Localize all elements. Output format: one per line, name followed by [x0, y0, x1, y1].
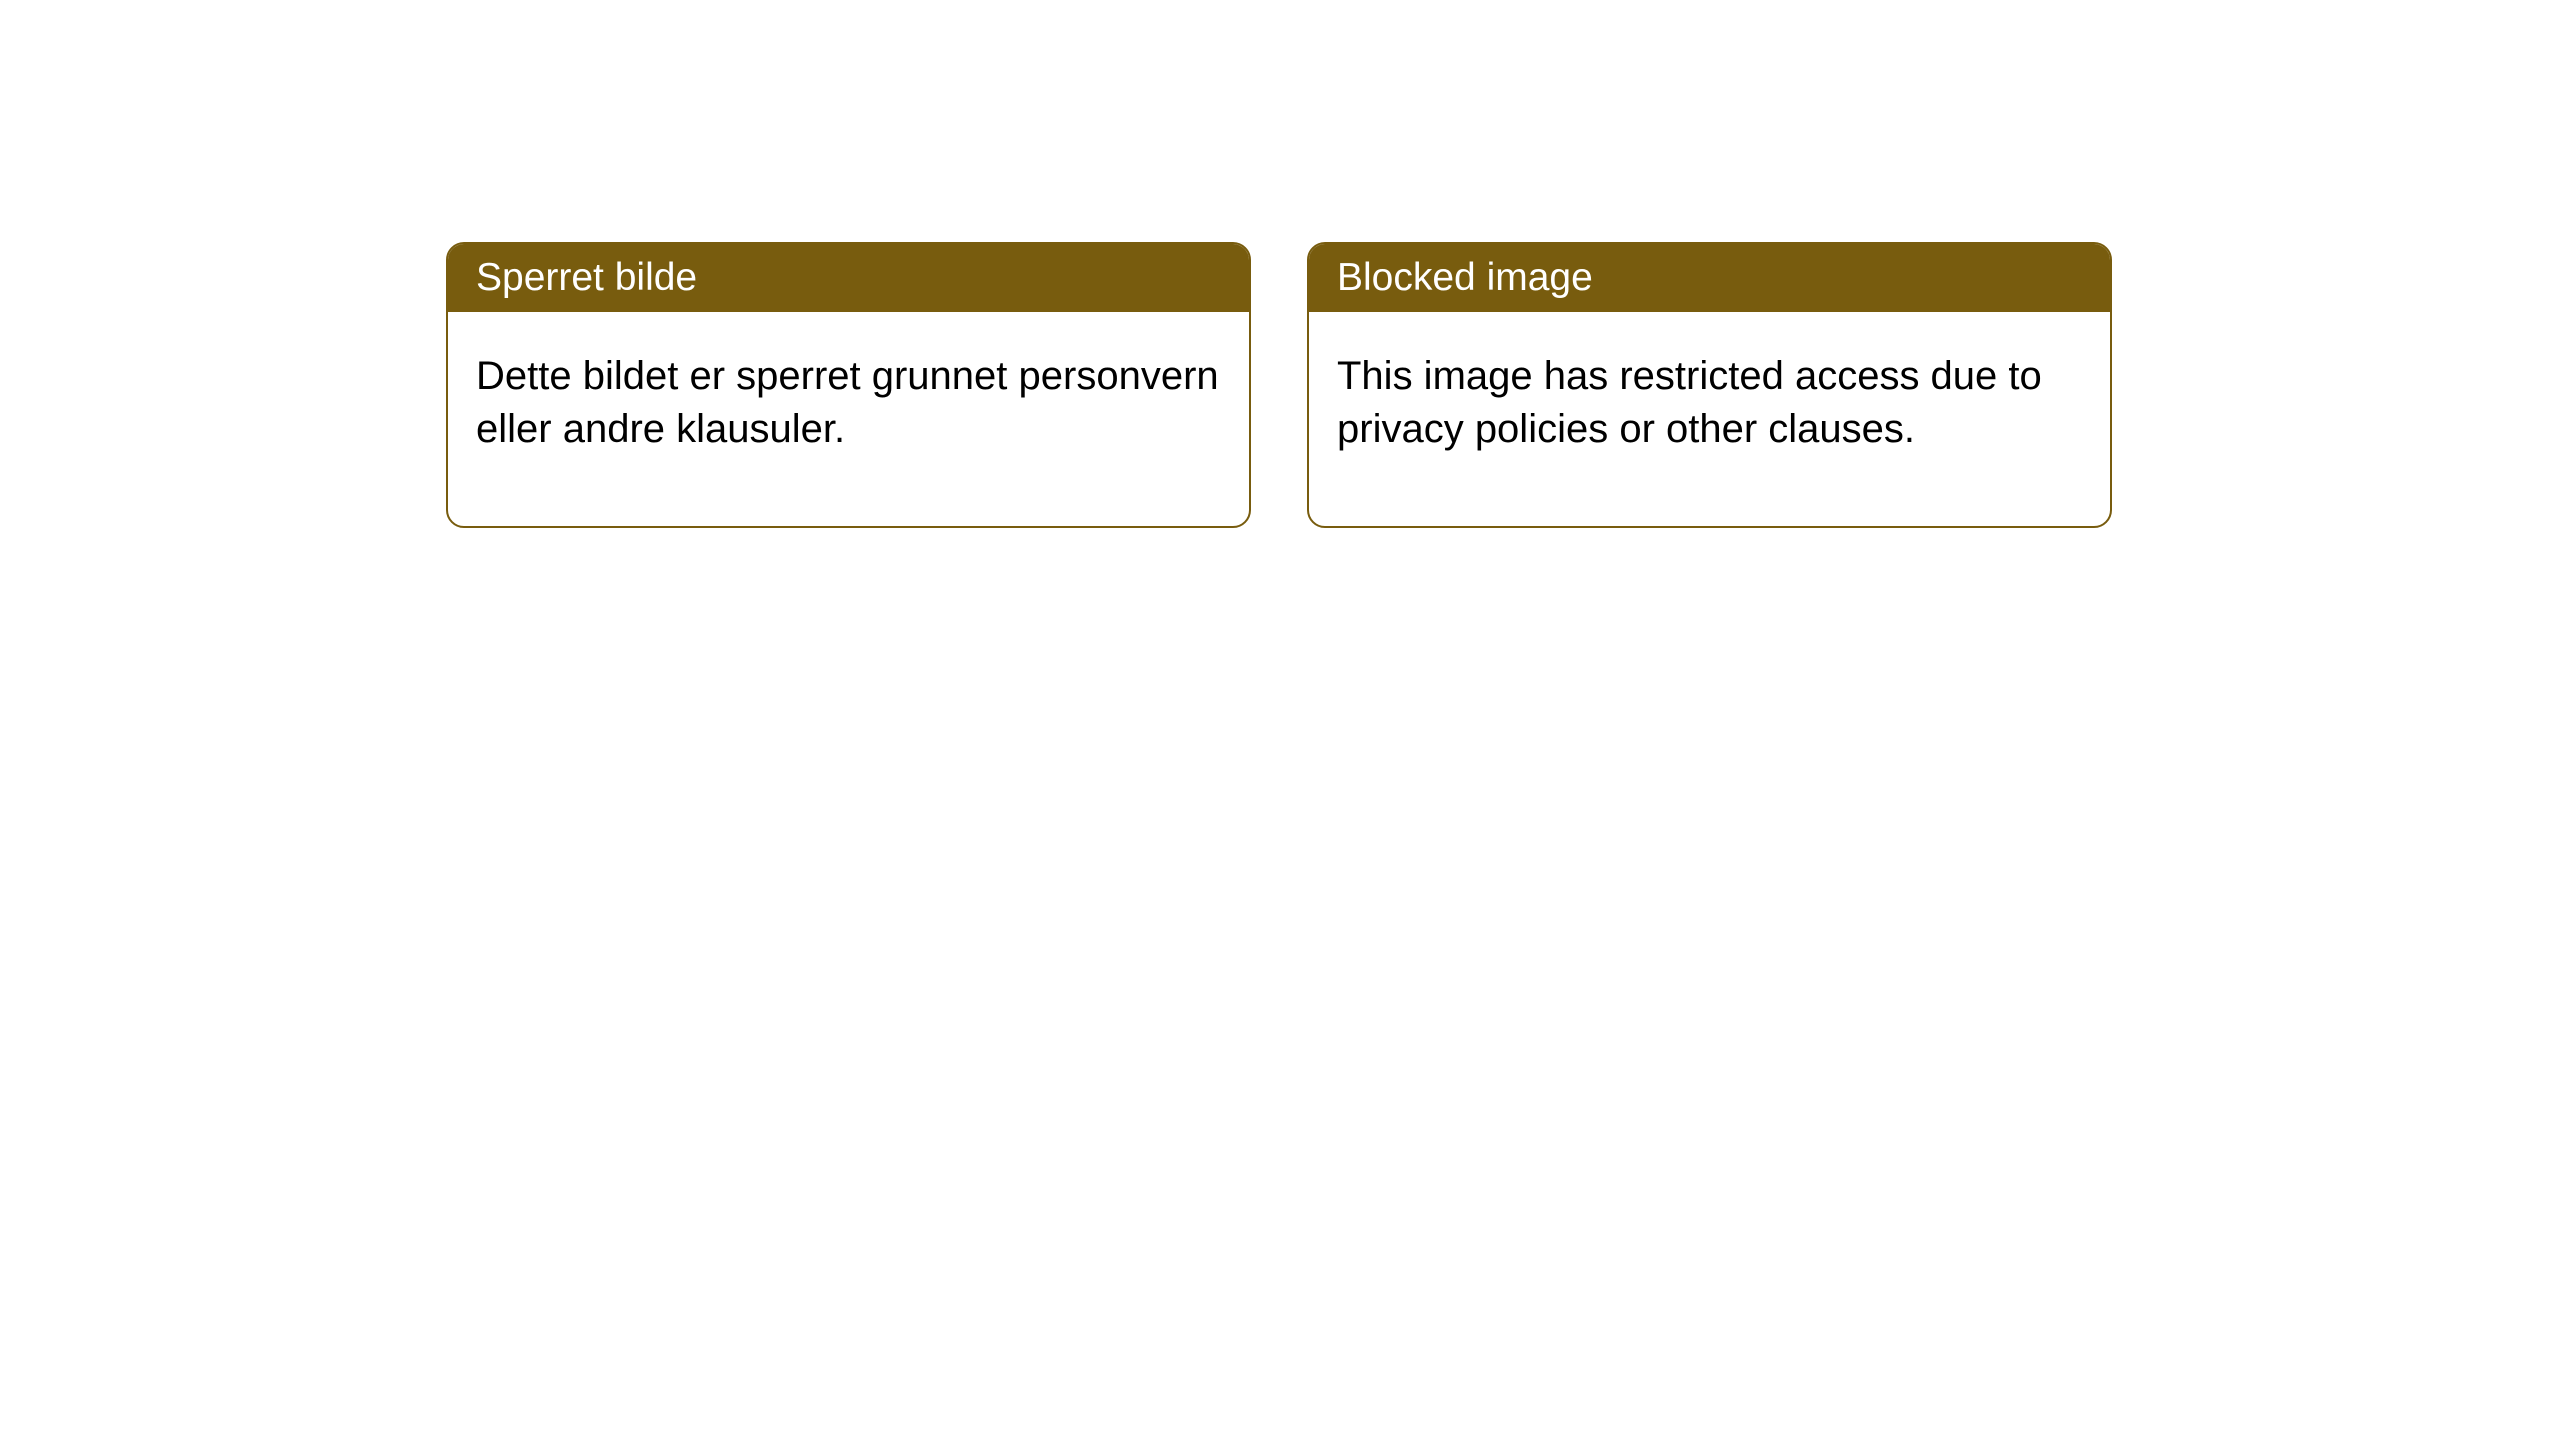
blocked-image-card-norwegian: Sperret bilde Dette bildet er sperret gr…	[446, 242, 1251, 528]
card-body: Dette bildet er sperret grunnet personve…	[448, 312, 1249, 526]
blocked-image-card-english: Blocked image This image has restricted …	[1307, 242, 2112, 528]
card-body: This image has restricted access due to …	[1309, 312, 2110, 526]
card-title: Blocked image	[1309, 244, 2110, 312]
cards-container: Sperret bilde Dette bildet er sperret gr…	[0, 0, 2560, 528]
card-title: Sperret bilde	[448, 244, 1249, 312]
